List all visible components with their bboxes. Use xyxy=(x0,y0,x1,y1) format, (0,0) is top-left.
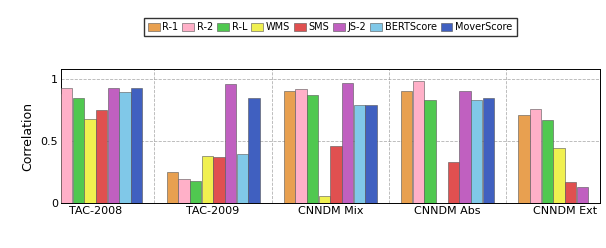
Bar xyxy=(518,115,530,203)
Bar xyxy=(307,95,318,203)
Y-axis label: Correlation: Correlation xyxy=(22,102,35,171)
Bar xyxy=(61,88,72,203)
Bar xyxy=(236,154,248,203)
Bar xyxy=(84,119,96,203)
Bar xyxy=(413,81,424,203)
Bar xyxy=(424,100,436,203)
Bar xyxy=(96,110,107,203)
Bar xyxy=(565,182,576,203)
Bar xyxy=(213,157,224,203)
Bar xyxy=(577,187,588,203)
Bar xyxy=(178,179,190,203)
Bar xyxy=(448,162,459,203)
Bar xyxy=(73,98,84,203)
Bar xyxy=(600,164,606,203)
Bar xyxy=(365,105,377,203)
Bar xyxy=(49,94,61,203)
Bar xyxy=(202,156,213,203)
Bar xyxy=(354,105,365,203)
Bar xyxy=(190,181,201,203)
Bar xyxy=(296,89,307,203)
Bar xyxy=(119,92,131,203)
Bar xyxy=(483,98,494,203)
Bar xyxy=(342,83,353,203)
Bar xyxy=(225,84,236,203)
Bar xyxy=(131,88,142,203)
Bar xyxy=(530,109,541,203)
Bar xyxy=(319,196,330,203)
Legend: R-1, R-2, R-L, WMS, SMS, JS-2, BERTScore, MoverScore: R-1, R-2, R-L, WMS, SMS, JS-2, BERTScore… xyxy=(144,18,516,36)
Bar xyxy=(553,148,565,203)
Bar xyxy=(459,91,471,203)
Bar xyxy=(471,100,482,203)
Bar xyxy=(330,146,342,203)
Bar xyxy=(167,172,178,203)
Bar xyxy=(284,91,295,203)
Bar xyxy=(401,91,412,203)
Bar xyxy=(542,120,553,203)
Bar xyxy=(248,98,259,203)
Bar xyxy=(108,88,119,203)
